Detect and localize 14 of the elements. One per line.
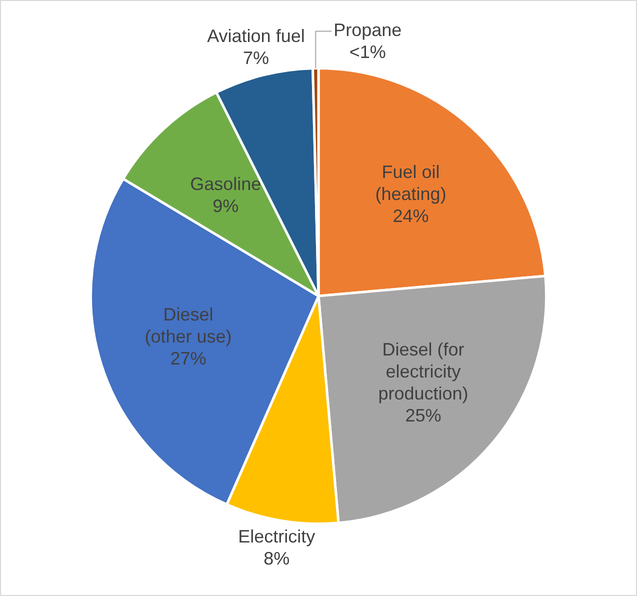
data-label: 24% (392, 206, 429, 226)
slice-label: Gasoline (190, 174, 262, 194)
slice-label: Fuel oil (heating) (375, 162, 446, 204)
slice-label: Propane (334, 20, 402, 40)
data-label: <1% (349, 42, 386, 62)
slice-label: Diesel (for electricity production) (378, 340, 468, 404)
data-label: 25% (405, 406, 442, 426)
slice-label: Aviation fuel (207, 26, 305, 46)
data-label: 8% (264, 548, 290, 568)
slice-label: Electricity (238, 526, 316, 546)
data-label: 9% (212, 196, 239, 216)
data-label: 7% (242, 48, 269, 68)
data-label: 27% (170, 348, 206, 368)
slice-label: Diesel (other use) (144, 304, 232, 346)
